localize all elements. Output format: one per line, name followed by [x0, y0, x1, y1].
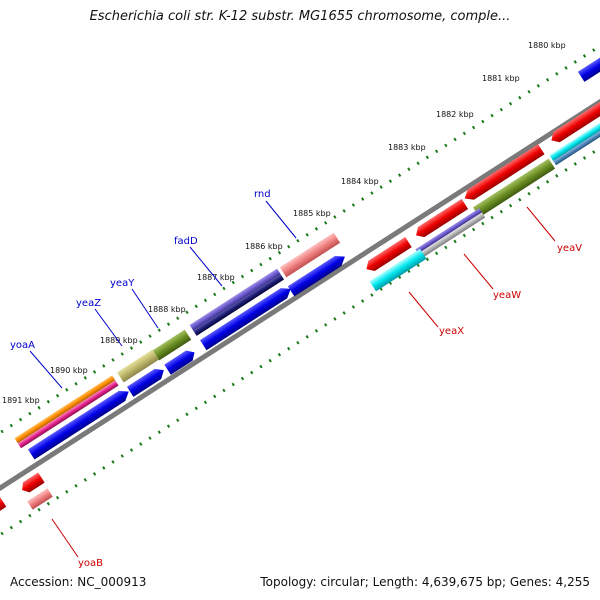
- gene-yeaV[interactable]: [472, 158, 556, 218]
- reverse-strand-track: [0, 101, 600, 516]
- tick-label: 1882 kbp: [436, 110, 474, 119]
- gene-label-fadD[interactable]: fadD: [174, 236, 198, 247]
- gene-rnd[interactable]: [279, 232, 341, 278]
- forward-strand-track: [14, 50, 600, 460]
- gene-yeaZ[interactable]: [117, 349, 159, 383]
- tick-label: 1884 kbp: [341, 177, 379, 186]
- gene-yoaB[interactable]: [27, 488, 53, 510]
- tick-label: 1891 kbp: [2, 396, 40, 405]
- gene-yeaX[interactable]: [369, 248, 427, 292]
- forward-gene-labels: rnd fadD yeaY yeaZ yoaA: [10, 189, 271, 351]
- forward-gene-leaders: [29, 200, 297, 389]
- cds-yoaA[interactable]: [27, 387, 132, 460]
- tick-label: 1880 kbp: [528, 41, 566, 50]
- gene-label-yeaZ[interactable]: yeaZ: [76, 298, 101, 309]
- gene-fadD[interactable]: [189, 268, 285, 336]
- gene-label-yeaV[interactable]: yeaV: [557, 243, 582, 254]
- topology-text: Topology: circular; Length: 4,639,675 bp…: [260, 575, 590, 589]
- tick-label: 1888 kbp: [148, 305, 186, 314]
- map-title: Escherichia coli str. K-12 substr. MG165…: [89, 9, 511, 24]
- inner-tick-ruler: [0, 146, 600, 537]
- tick-label: 1886 kbp: [245, 242, 283, 251]
- cds-yoaB[interactable]: [19, 472, 45, 496]
- cds-edge[interactable]: [0, 496, 7, 516]
- tick-label: 1881 kbp: [482, 74, 520, 83]
- cds-yeaW[interactable]: [413, 198, 469, 241]
- gene-yoaA[interactable]: [14, 375, 119, 449]
- tick-label: 1887 kbp: [197, 273, 235, 282]
- gene-label-yeaW[interactable]: yeaW: [493, 290, 521, 301]
- tick-label: 1889 kbp: [100, 336, 138, 345]
- tick-label: 1885 kbp: [293, 209, 331, 218]
- cds-fadD[interactable]: [200, 284, 294, 351]
- cds-yeaX[interactable]: [363, 237, 412, 274]
- cds-yeaY[interactable]: [164, 347, 197, 375]
- cds-upstream[interactable]: [577, 50, 600, 82]
- tick-label: 1883 kbp: [388, 143, 426, 152]
- gene-label-yoaA[interactable]: yoaA: [10, 340, 35, 351]
- gene-yeaY[interactable]: [152, 329, 192, 361]
- gene-yeaV-upstream[interactable]: [549, 122, 600, 166]
- cds-yeaZ[interactable]: [126, 365, 167, 397]
- gene-label-yeaX[interactable]: yeaX: [439, 326, 464, 337]
- tick-labels: 1880 kbp 1881 kbp 1882 kbp 1883 kbp 1884…: [2, 41, 566, 405]
- accession-text: Accession: NC_000913: [10, 575, 147, 589]
- gene-label-yoaB[interactable]: yoaB: [78, 558, 103, 569]
- gene-label-rnd[interactable]: rnd: [254, 189, 271, 200]
- chromosome-backbone: [0, 98, 600, 492]
- gene-yeaW[interactable]: [415, 208, 486, 259]
- cds-rnd[interactable]: [287, 252, 348, 297]
- reverse-gene-labels: yeaV yeaW yeaX yoaB: [78, 243, 582, 569]
- reverse-gene-leaders: [51, 206, 556, 558]
- tick-label: 1890 kbp: [50, 366, 88, 375]
- cds-yeaV[interactable]: [462, 144, 545, 203]
- gene-label-yeaY[interactable]: yeaY: [110, 278, 135, 289]
- cds-yeaV-upstream[interactable]: [548, 101, 600, 146]
- outer-tick-ruler: [0, 44, 600, 435]
